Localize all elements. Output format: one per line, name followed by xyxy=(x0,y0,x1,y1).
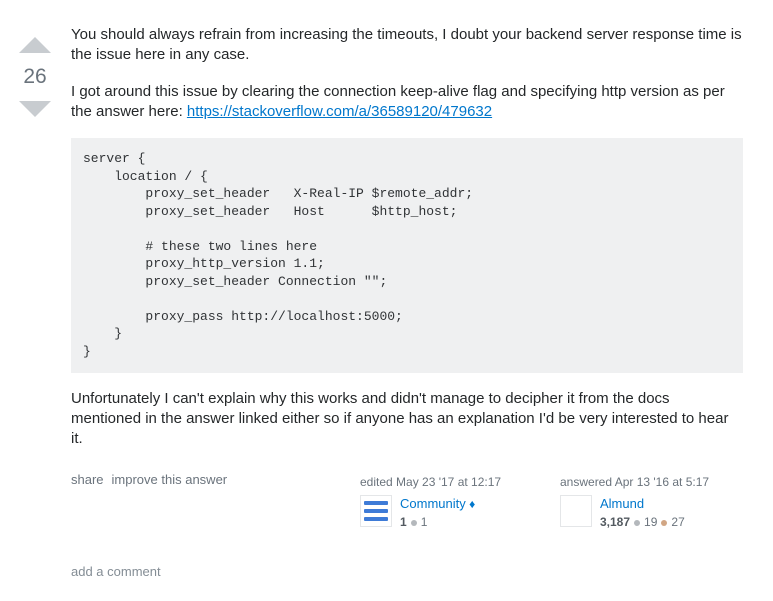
editor-silver-count: 1 xyxy=(421,514,428,531)
paragraph: You should always refrain from increasin… xyxy=(71,25,743,66)
author-name-link[interactable]: Almund xyxy=(600,496,644,511)
silver-badge-icon xyxy=(634,520,640,526)
editor-rep: 1 xyxy=(400,514,407,531)
upvote-button[interactable] xyxy=(17,33,53,53)
downvote-button[interactable] xyxy=(17,101,53,121)
add-comment-link[interactable]: add a comment xyxy=(71,563,743,581)
bronze-badge-icon xyxy=(661,520,667,526)
improve-answer-link[interactable]: improve this answer xyxy=(112,471,228,489)
reference-link[interactable]: https://stackoverflow.com/a/36589120/479… xyxy=(187,103,492,120)
edited-signature: edited May 23 '17 at 12:17 Community ♦ 1 xyxy=(353,469,543,537)
author-bronze-count: 27 xyxy=(671,514,684,531)
edited-timestamp: edited May 23 '17 at 12:17 xyxy=(360,474,537,491)
paragraph: Unfortunately I can't explain why this w… xyxy=(71,389,743,450)
author-silver-count: 19 xyxy=(644,514,657,531)
share-link[interactable]: share xyxy=(71,471,104,489)
answered-signature: answered Apr 13 '16 at 5:17 Almund 3,187… xyxy=(553,469,743,537)
answered-timestamp: answered Apr 13 '16 at 5:17 xyxy=(560,474,737,491)
moderator-diamond-icon: ♦ xyxy=(469,497,475,511)
community-avatar[interactable] xyxy=(360,495,392,527)
answer-body: You should always refrain from increasin… xyxy=(71,25,743,581)
code-block: server { location / { proxy_set_header X… xyxy=(71,138,743,373)
vote-score: 26 xyxy=(23,63,46,91)
silver-badge-icon xyxy=(411,520,417,526)
paragraph: I got around this issue by clearing the … xyxy=(71,82,743,123)
author-avatar[interactable] xyxy=(560,495,592,527)
author-rep: 3,187 xyxy=(600,514,630,531)
vote-column: 26 xyxy=(15,25,55,581)
editor-name-link[interactable]: Community xyxy=(400,496,466,511)
